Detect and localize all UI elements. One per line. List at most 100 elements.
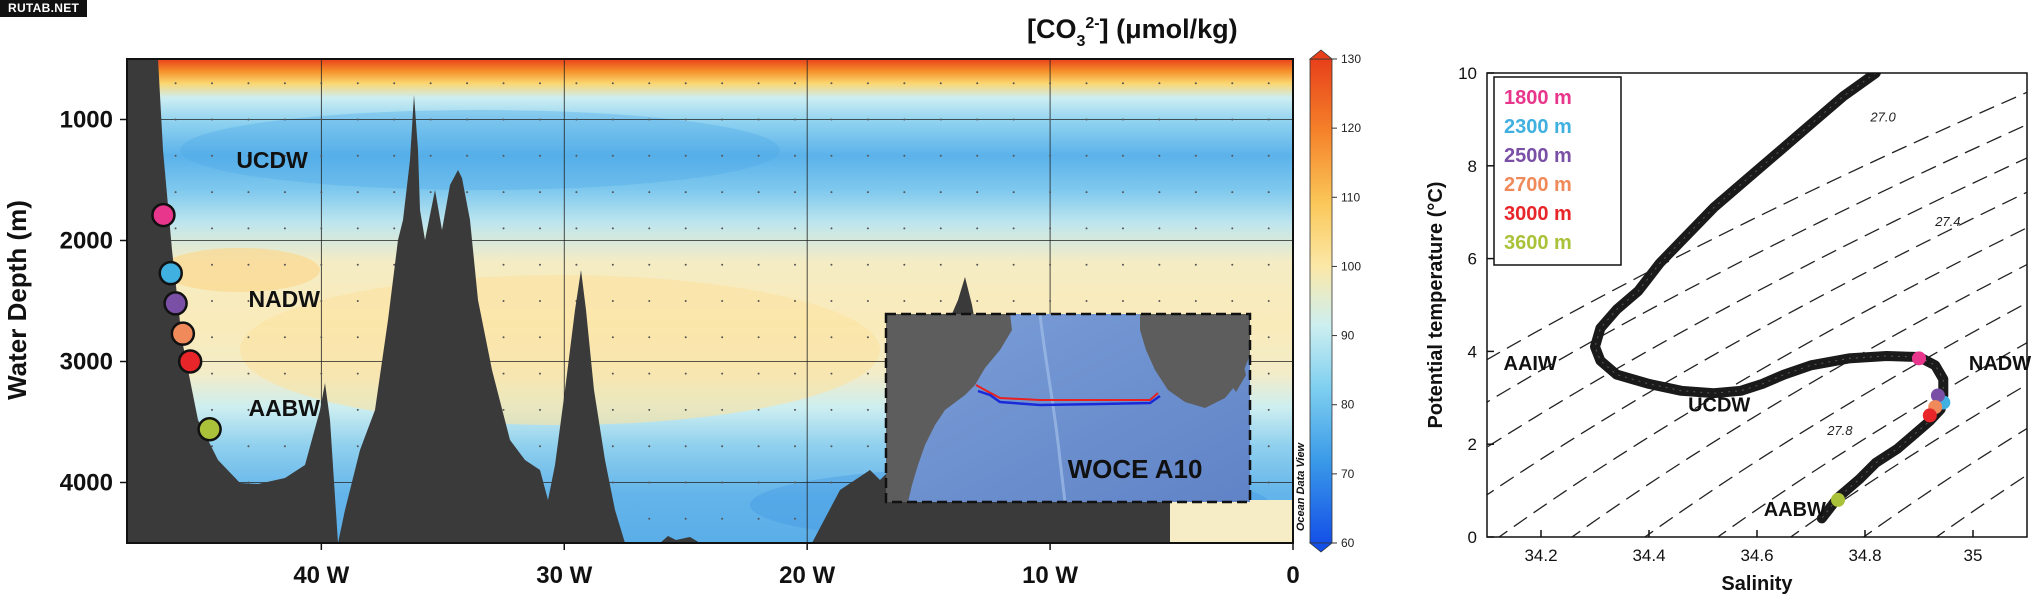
sample-dot <box>1231 119 1233 121</box>
sample-dot <box>320 191 322 193</box>
sample-dot <box>721 518 723 520</box>
colorbar-tick-label: 100 <box>1341 259 1361 273</box>
sample-dot <box>976 119 978 121</box>
section-y-tick-label: 4000 <box>60 470 113 497</box>
sample-dot <box>1231 300 1233 302</box>
sample-dot <box>1013 82 1015 84</box>
colorbar-tick-label: 130 <box>1341 52 1361 66</box>
section-title-tail: ] (μmol/kg) <box>1100 14 1238 44</box>
sample-dot <box>1195 82 1197 84</box>
sample-dot <box>648 518 650 520</box>
sample-dot <box>357 373 359 375</box>
sample-dot <box>575 227 577 229</box>
isopycnal-label: 27.0 <box>1869 110 1896 125</box>
sample-dot <box>1268 227 1270 229</box>
sample-dot <box>867 227 869 229</box>
sample-dot <box>721 155 723 157</box>
sample-dot <box>247 264 249 266</box>
sample-dot <box>830 82 832 84</box>
sample-dot <box>539 445 541 447</box>
sample-dot <box>1013 119 1015 121</box>
sample-dot <box>539 373 541 375</box>
sample-dot <box>612 482 614 484</box>
sample-dot <box>430 119 432 121</box>
sample-dot <box>685 336 687 338</box>
sample-dot <box>1158 119 1160 121</box>
colorbar-tick-label: 70 <box>1341 467 1355 481</box>
sample-dot <box>940 227 942 229</box>
sample-dot <box>685 155 687 157</box>
sample-dot <box>1231 191 1233 193</box>
sample-dot <box>1158 264 1160 266</box>
sample-dot <box>685 119 687 121</box>
sample-dot <box>940 155 942 157</box>
sample-dot <box>284 191 286 193</box>
sample-dot <box>320 300 322 302</box>
colorbar-top-arrow <box>1310 50 1332 59</box>
section-title: [CO32-] (μmol/kg) <box>1027 14 1238 50</box>
sample-dot <box>976 227 978 229</box>
sample-dot <box>247 445 249 447</box>
sample-dot <box>320 373 322 375</box>
inset-map-label: WOCE A10 <box>1068 454 1203 484</box>
sample-dot <box>830 482 832 484</box>
ts-x-tick-label: 34.6 <box>1740 546 1773 565</box>
station-marker <box>165 292 187 314</box>
sample-dot <box>284 227 286 229</box>
sample-dot <box>575 264 577 266</box>
sample-dot <box>903 191 905 193</box>
sample-dot <box>211 300 213 302</box>
sample-dot <box>539 191 541 193</box>
sample-dot <box>575 191 577 193</box>
sample-dot <box>648 191 650 193</box>
sample-dot <box>794 82 796 84</box>
sample-dot <box>794 155 796 157</box>
sample-dot <box>648 82 650 84</box>
watermark: RUTAB.NET <box>0 0 87 17</box>
sample-dot <box>503 264 505 266</box>
sample-dot <box>612 191 614 193</box>
sample-dot <box>612 227 614 229</box>
sample-dot <box>648 336 650 338</box>
sample-dot <box>1086 82 1088 84</box>
sample-dot <box>357 227 359 229</box>
sample-dot <box>794 482 796 484</box>
sample-dot <box>1122 191 1124 193</box>
ts-water-mass-label: UCDW <box>1688 395 1750 417</box>
sample-dot <box>320 82 322 84</box>
section-y-tick-label: 1000 <box>60 107 113 134</box>
sample-dot <box>903 155 905 157</box>
sample-dot <box>758 119 760 121</box>
sample-dot <box>1122 300 1124 302</box>
sample-dot <box>357 264 359 266</box>
sample-dot <box>1268 191 1270 193</box>
sample-dot <box>1195 155 1197 157</box>
sample-dot <box>867 300 869 302</box>
sample-dot <box>1268 264 1270 266</box>
sample-dot <box>1086 119 1088 121</box>
sample-dot <box>357 445 359 447</box>
sample-dot <box>794 300 796 302</box>
sample-dot <box>758 264 760 266</box>
sample-dot <box>1013 227 1015 229</box>
sample-dot <box>211 264 213 266</box>
sample-dot <box>830 191 832 193</box>
sample-dot <box>1049 264 1051 266</box>
ts-y-tick-label: 10 <box>1458 64 1477 83</box>
ts-y-tick-label: 6 <box>1468 250 1477 269</box>
section-water-mass-label: UCDW <box>236 147 308 173</box>
sample-dot <box>867 119 869 121</box>
sample-dot <box>284 373 286 375</box>
sample-dot <box>794 191 796 193</box>
sample-dot <box>503 119 505 121</box>
ts-depth-marker <box>1831 493 1845 507</box>
sample-dot <box>247 227 249 229</box>
sample-dot <box>830 336 832 338</box>
sample-dot <box>1158 227 1160 229</box>
sample-dot <box>1268 409 1270 411</box>
ts-y-tick-label: 0 <box>1468 528 1477 547</box>
sample-dot <box>320 155 322 157</box>
sample-dot <box>685 264 687 266</box>
sample-dot <box>466 191 468 193</box>
